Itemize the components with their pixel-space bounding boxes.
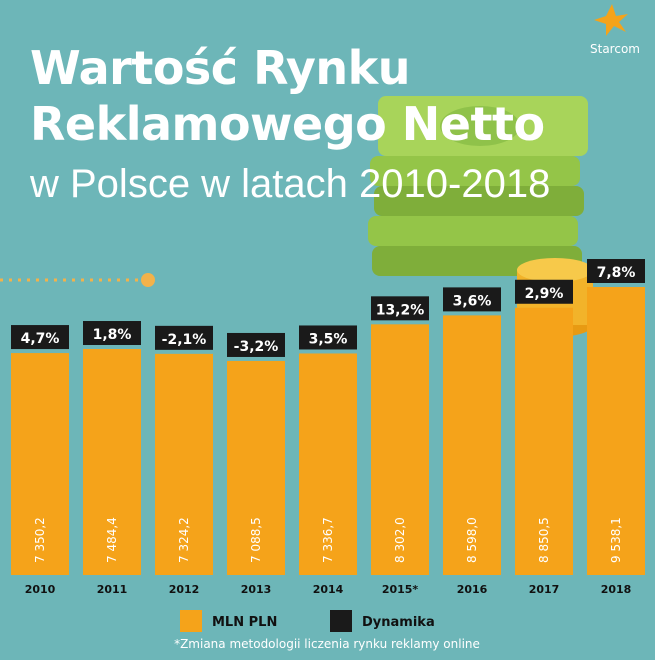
- dynamika-label: 1,8%: [93, 327, 132, 343]
- bar: [443, 315, 501, 575]
- dynamika-box: [587, 259, 645, 283]
- x-tick-label: 2010: [25, 583, 56, 596]
- dynamika-box: [155, 325, 213, 350]
- bar-value-label: 8 850,5: [537, 517, 551, 563]
- chart-title: Wartość Rynku Reklamowego Netto: [30, 41, 545, 151]
- logo: Starcom: [590, 42, 640, 56]
- bar-value-label: 8 598,0: [465, 517, 479, 563]
- legend-label: MLN PLN: [212, 615, 277, 630]
- bar: [299, 353, 357, 575]
- x-tick-label: 2018: [601, 583, 632, 596]
- x-tick-label: 2013: [241, 583, 272, 596]
- bar-value-label: 7 088,5: [249, 517, 263, 563]
- dynamika-box: [83, 321, 141, 346]
- dynamika-label: -2,1%: [162, 332, 207, 348]
- dynamika-box: [299, 325, 357, 350]
- bar: [155, 353, 213, 575]
- dynamika-label: 2,9%: [525, 286, 564, 302]
- x-tick-label: 2017: [529, 583, 560, 596]
- bar: [587, 287, 645, 575]
- dynamika-box: [11, 325, 69, 350]
- dynamika-label: -3,2%: [234, 339, 279, 355]
- bar: [83, 349, 141, 575]
- dynamika-label: 4,7%: [21, 331, 60, 347]
- dynamika-box: [371, 296, 429, 321]
- bar: [515, 307, 573, 575]
- bar-value-label: 7 336,7: [321, 517, 335, 563]
- bar: [371, 324, 429, 575]
- bar: [227, 360, 285, 575]
- legend-swatch: [330, 610, 352, 632]
- dynamika-label: 3,5%: [309, 331, 348, 347]
- dynamika-box: [515, 279, 573, 304]
- x-tick-label: 2015*: [382, 583, 419, 596]
- star-logo: [594, 4, 628, 36]
- dynamika-box: [227, 332, 285, 357]
- bar-value-label: 7 324,2: [177, 517, 191, 563]
- dynamika-box: [443, 287, 501, 312]
- chart-subtitle: w Polsce w latach 2010-2018: [30, 162, 551, 206]
- dynamika-label: 7,8%: [597, 265, 636, 281]
- x-tick-label: 2012: [169, 583, 200, 596]
- footnote: *Zmiana metodologii liczenia rynku rekla…: [174, 637, 480, 651]
- x-tick-label: 2016: [457, 583, 488, 596]
- bar: [11, 353, 69, 575]
- decor-dot: [141, 273, 155, 287]
- dynamika-label: 3,6%: [453, 293, 492, 309]
- legend-label: Dynamika: [362, 615, 435, 630]
- bar-value-label: 9 538,1: [609, 517, 623, 563]
- dynamika-label: 13,2%: [376, 302, 425, 318]
- x-tick-label: 2014: [313, 583, 344, 596]
- x-tick-label: 2011: [97, 583, 128, 596]
- bar-value-label: 7 484,4: [105, 517, 119, 563]
- bar-value-label: 7 350,2: [33, 517, 47, 563]
- bar-value-label: 8 302,0: [393, 517, 407, 563]
- legend-swatch: [180, 610, 202, 632]
